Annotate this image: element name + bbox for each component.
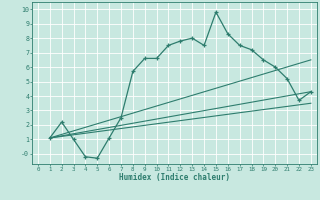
X-axis label: Humidex (Indice chaleur): Humidex (Indice chaleur) bbox=[119, 173, 230, 182]
